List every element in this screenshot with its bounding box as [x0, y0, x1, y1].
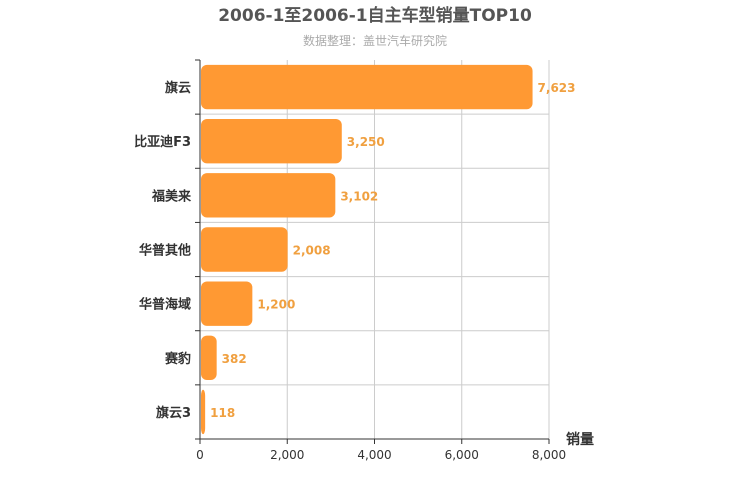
- chart-subtitle: 数据整理：盖世汽车研究院: [303, 33, 447, 48]
- x-tick-label: 0: [196, 448, 204, 462]
- x-axis-title: 销量: [566, 431, 594, 448]
- category-label: 旗云: [165, 80, 191, 96]
- bar: [201, 281, 253, 326]
- category-label: 比亚迪F3: [134, 134, 191, 150]
- bar: [201, 173, 336, 218]
- bar: [201, 64, 533, 110]
- bar-value-label: 1,200: [257, 298, 295, 312]
- grid: [195, 59, 550, 444]
- bar-value-label: 3,102: [340, 189, 378, 203]
- bar-value-label: 2,008: [293, 244, 331, 258]
- category-label: 旗云3: [156, 405, 191, 421]
- bar-value-label: 382: [222, 352, 247, 366]
- bars: [201, 64, 533, 435]
- category-label: 赛豹: [164, 351, 191, 367]
- bar: [201, 119, 342, 164]
- category-label: 华普其他: [139, 243, 191, 259]
- bar-value-label: 3,250: [347, 135, 385, 149]
- bar-value-label: 7,623: [538, 81, 576, 95]
- labels: 0 2,000 4,000 6,000 8,000 旗云 7,623 比亚迪F3 3,250 福美…: [134, 80, 575, 462]
- x-tick-label: 2,000: [270, 448, 304, 462]
- bar: [201, 227, 288, 272]
- bar: [201, 335, 217, 380]
- bar-value-label: 118: [210, 406, 235, 420]
- x-tick-label: 6,000: [445, 448, 479, 462]
- bar: [201, 389, 206, 435]
- chart-title: 2006-1至2006-1自主车型销量TOP10: [218, 5, 532, 26]
- x-tick-label: 8,000: [532, 448, 566, 462]
- x-tick-label: 4,000: [357, 448, 391, 462]
- category-label: 华普海域: [139, 297, 191, 313]
- category-label: 福美来: [151, 188, 192, 204]
